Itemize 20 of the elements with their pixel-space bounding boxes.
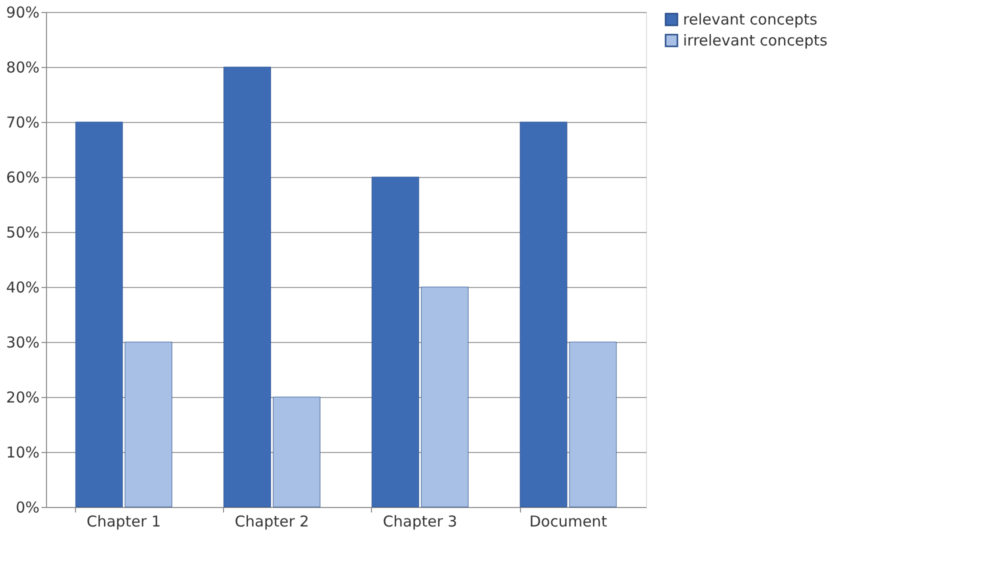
x-tick-label: Document	[529, 512, 608, 530]
x-tick-label: Chapter 2	[234, 512, 310, 530]
bar	[372, 176, 420, 508]
y-tick-label: 30%	[6, 334, 40, 352]
legend-label: relevant concepts	[683, 10, 818, 28]
y-tick-label: 90%	[6, 4, 40, 22]
y-tick-label: 0%	[16, 498, 40, 516]
y-tick-label: 70%	[6, 114, 40, 132]
x-tick-label: Chapter 3	[382, 512, 458, 530]
y-tick-label: 40%	[6, 278, 40, 296]
y-tick-label: 80%	[6, 58, 40, 76]
y-tick-label: 50%	[6, 224, 40, 242]
x-tick-label: Chapter 1	[86, 512, 161, 530]
y-tick-label: 20%	[6, 388, 40, 406]
y-tick-label: 10%	[6, 444, 40, 462]
y-tick-label: 60%	[6, 168, 40, 186]
bar	[224, 66, 271, 508]
legend-label: irrelevant concepts	[683, 32, 828, 50]
bar	[272, 396, 320, 508]
bar	[421, 286, 468, 508]
